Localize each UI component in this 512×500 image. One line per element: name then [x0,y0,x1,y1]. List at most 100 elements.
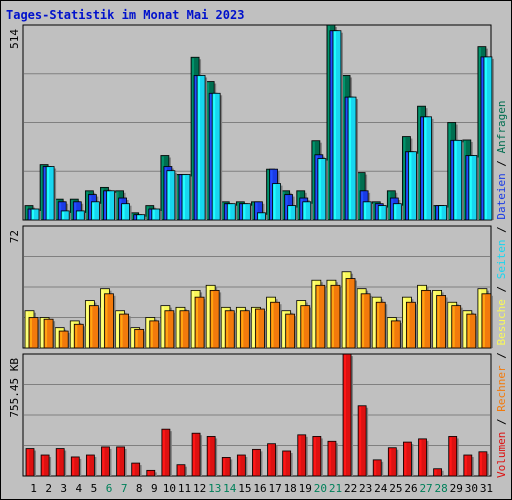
bar-seiten-18 [287,205,297,221]
x-tick-label-8: 8 [136,482,143,495]
bar-highlight [404,443,407,475]
bar-rechner-30 [466,313,477,349]
bar-seiten-1 [30,208,40,221]
bar-highlight [312,281,315,347]
bar-seiten-17 [272,183,281,221]
x-tick-label-31: 31 [480,482,493,495]
bar-highlight [267,170,270,219]
bar-volumen-1 [25,448,35,477]
bar-highlight [179,175,182,219]
bar-highlight [56,200,59,219]
bar-highlight [238,456,241,475]
bar-highlight [300,198,303,219]
bar-highlight [210,94,213,219]
bar-highlight [358,173,361,219]
bar-highlight [482,294,485,347]
x-tick-label-25: 25 [389,482,402,495]
bar-highlight [282,191,285,219]
bar-highlight [364,202,367,219]
bar-rechner-13 [209,289,220,349]
bar-highlight [318,159,321,219]
bar-highlight [253,450,256,475]
bar-seiten-29 [453,139,463,221]
bar-rechner-17 [270,301,280,349]
bar-seiten-12 [196,75,206,221]
bar-highlight [207,82,210,219]
bar-highlight [90,306,93,347]
bar-highlight [152,209,155,219]
bar-highlight [167,171,170,219]
bar-highlight [421,117,424,219]
bar-highlight [409,152,412,219]
bar-seiten-8 [136,214,146,221]
panel-bottom: 755.45 KB [8,353,492,477]
bar-highlight [449,437,452,475]
bar-highlight [211,291,214,347]
bar-highlight [119,198,122,219]
bar-volumen-25 [387,447,397,477]
bar-highlight [101,188,104,219]
bar-highlight [315,155,318,219]
x-tick-label-4: 4 [76,482,83,495]
bar-highlight [377,303,380,347]
bar-volumen-30 [463,454,473,477]
bar-highlight [392,321,395,347]
bar-highlight [71,200,74,219]
x-tick-label-22: 22 [344,482,357,495]
bar-highlight [77,211,80,219]
bar-seiten-9 [151,208,161,221]
bar-highlight [102,447,105,475]
bar-highlight [434,469,437,475]
bar-highlight [484,57,487,219]
bar-highlight [57,449,60,475]
bar-highlight [358,289,361,347]
x-tick-label-14: 14 [223,482,237,495]
legend-seiten: Seiten [495,240,508,280]
bar-seiten-21 [332,30,342,221]
bar-rechner-15 [239,310,250,349]
bar-seiten-24 [377,205,387,221]
bar-seiten-20 [317,158,327,221]
x-tick-label-3: 3 [60,482,67,495]
bar-highlight [92,202,95,219]
bar-highlight [74,202,77,219]
bar-highlight [59,202,62,219]
bar-highlight [182,175,185,219]
bar-highlight [463,311,466,347]
bar-highlight [313,437,316,475]
y-tick-label-middle: 72 [8,230,21,243]
bar-seiten-4 [75,210,85,221]
legend-dateien: Dateien [495,173,508,219]
bar-highlight [131,213,134,219]
bar-highlight [297,301,300,347]
bar-highlight [451,141,454,219]
bar-highlight [343,272,346,347]
bar-highlight [89,195,92,219]
bar-highlight [433,206,436,219]
bar-highlight [407,303,410,347]
x-tick-label-20: 20 [314,482,327,495]
bar-highlight [45,320,48,347]
bar-highlight [361,191,364,219]
bar-volumen-21 [327,440,337,477]
bar-highlight [256,310,259,347]
bar-highlight [193,434,196,475]
bar-volumen-12 [191,432,201,477]
bar-seiten-3 [60,210,70,221]
bar-highlight [303,202,306,219]
bar-rechner-9 [149,320,160,349]
bar-highlight [379,206,382,219]
legend: Volumen / Rechner / Besuche / Seiten / D… [495,100,508,478]
bar-rechner-26 [406,301,416,349]
bar-rechner-24 [375,301,386,349]
x-tick-label-2: 2 [45,482,52,495]
bar-highlight [437,296,440,347]
bar-seiten-13 [211,92,221,221]
bar-highlight [240,204,243,219]
bar-volumen-9 [146,469,156,477]
legend-separator: / [495,412,508,432]
bar-volumen-6 [101,446,110,477]
bar-highlight [479,452,482,475]
bar-rechner-14 [224,310,235,349]
bar-highlight [137,215,140,219]
